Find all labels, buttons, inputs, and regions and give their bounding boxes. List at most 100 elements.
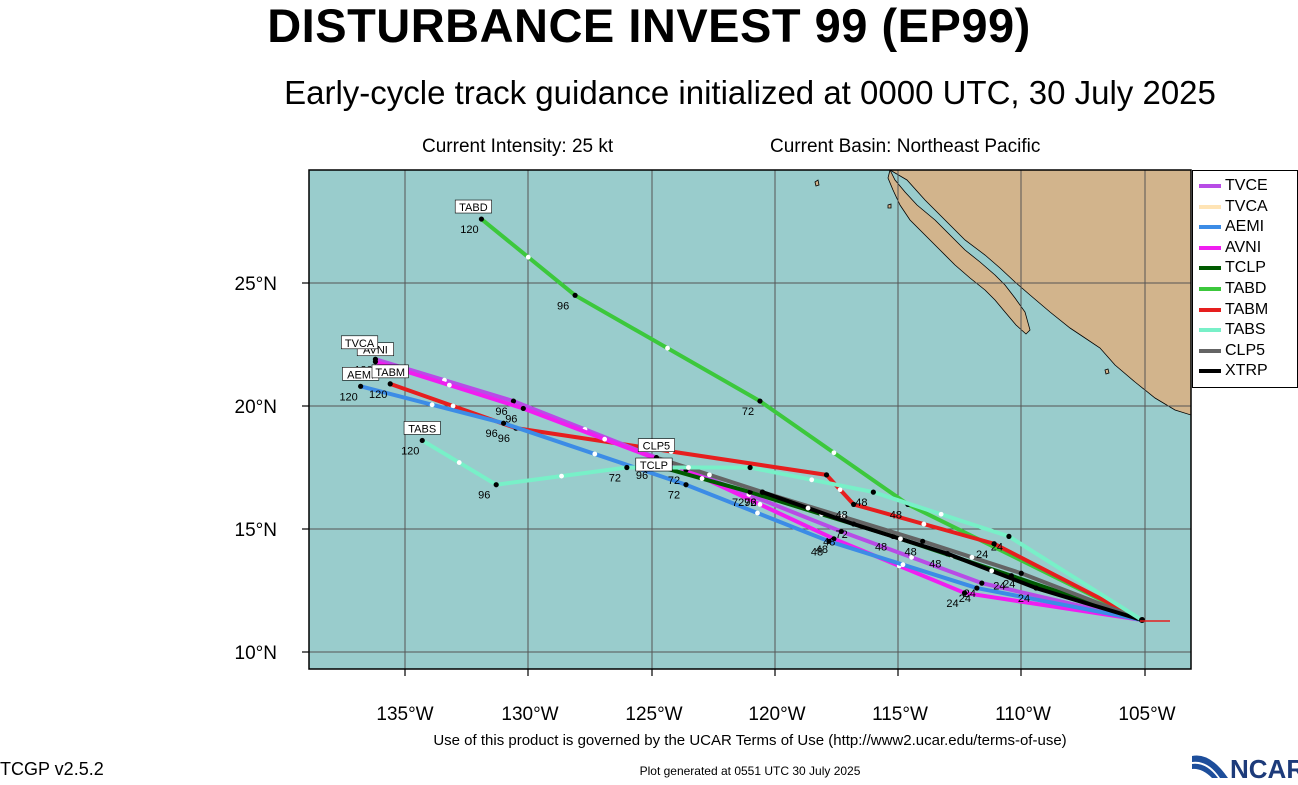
land-mainland [889,170,1191,416]
intermediate-point [909,554,914,560]
forecast-point [961,590,968,596]
forecast-point [944,551,950,557]
forecast-point [501,420,507,426]
forecast-hour-label: 24 [993,581,1005,593]
intermediate-point [525,254,531,260]
page-subtitle: Early-cycle track guidance initialized a… [284,74,1216,111]
legend-item-xtrp: XTRP [1199,361,1268,381]
land-baja-california [887,170,1031,335]
model-name-label: TABS [408,423,436,435]
model-name-label: TABD [459,202,488,214]
forecast-point [493,482,499,488]
grid [309,170,1191,669]
intermediate-point [699,476,705,481]
forecast-hour-label: 48 [905,546,917,558]
legend-swatch [1199,225,1221,230]
forecast-hour-label: 72 [668,475,680,487]
forecast-point [478,216,485,222]
forecast-hour-label: 72 [836,529,848,541]
tick-marks [302,282,1146,676]
lat-axis: 25°N 20°N 15°N 10°N [235,274,277,664]
intermediate-point [938,511,944,517]
legend-item-clp5: CLP5 [1199,341,1265,361]
lon-tick-label: 135°W [376,704,433,725]
forecast-hour-label: 120 [369,389,387,401]
legend-item-aemi: AEMI [1199,217,1264,237]
forecast-point [991,541,997,547]
forecast-hour-label: 48 [875,541,887,553]
intermediate-point [559,473,564,479]
forecast-hour-label: 120 [460,224,478,236]
legend-label: TVCE [1225,177,1268,194]
forecast-hour-label: 48 [816,544,828,556]
forecast-point [358,383,364,389]
legend-swatch [1199,307,1221,312]
forecast-hour-label: 24 [1003,578,1015,590]
legend-swatch [1199,287,1221,291]
legend-label: AEMI [1225,218,1265,236]
legend-swatch [1199,245,1221,250]
forecast-point [826,538,832,544]
intermediate-point [898,536,903,542]
lon-tick-label: 120°W [748,704,805,725]
intermediate-point [989,568,995,574]
legend-label: TCLP [1225,259,1266,277]
legend-item-tabm: TABM [1199,300,1268,320]
forecast-point [870,489,876,495]
model-name-label: AEMI [347,369,374,381]
legend-label: XTRP [1225,362,1268,380]
forecast-hour-label: 48 [823,536,835,548]
lat-tick-label: 20°N [235,397,277,418]
forecast-point [979,580,985,586]
model-name-label: TABM [375,367,405,379]
terms-of-use: Use of this product is governed by the U… [433,732,1067,749]
legend-label: AVNI [1225,238,1262,256]
track-labels: 4872961202448961202448729612024487296120… [339,199,1030,610]
forecast-point [510,398,517,404]
forecast-point [759,489,766,495]
intermediate-point [900,562,906,568]
forecast-hour-label: 96 [557,300,569,312]
map-frame [308,169,1192,670]
legend-item-tclp: TCLP [1199,258,1266,278]
page-title: DISTURBANCE INVEST 99 (EP99) [267,0,1031,52]
forecast-hour-label: 48 [811,546,823,558]
model-name-box [637,438,675,452]
legend-item-tabd: TABD [1199,279,1266,299]
ncar-logo: NCAR [1190,748,1298,784]
lat-tick-label: 25°N [235,274,277,295]
intermediate-point [707,472,712,478]
current-intensity: Current Intensity: 25 kt [422,136,614,157]
lat-tick-label: 15°N [235,520,277,541]
intermediate-point [665,345,670,351]
intermediate-point [837,487,843,493]
forecast-hour-label: 48 [929,559,941,571]
legend-label: TABD [1225,280,1267,297]
model-name-box [341,335,379,350]
forecast-hour-label: 72 [668,490,680,502]
lon-tick-label: 105°W [1118,704,1175,725]
current-basin: Current Basin: Northeast Pacific [770,136,1041,157]
initial-position [1139,617,1146,624]
legend-item-tabs: TABS [1199,320,1266,340]
intermediate-point [592,451,598,457]
legend-item-tvca: TVCA [1199,197,1268,217]
legend-item-tvce: TVCE [1199,176,1268,196]
legend-swatch [1199,328,1221,333]
legend-label: CLP5 [1225,341,1266,359]
intermediate-point [429,402,435,408]
legend-item-avni: AVNI [1199,238,1261,258]
model-name-box [635,457,673,472]
legend-swatch [1199,369,1221,374]
forecast-point [747,489,753,495]
plot-generated: Plot generated at 0551 UTC 30 July 2025 [639,764,861,778]
lon-axis: 135°W 130°W 125°W 120°W 115°W 110°W 105°… [376,704,1175,725]
forecast-hour-label: 24 [1018,593,1030,605]
forecast-hour-label: 96 [478,490,490,502]
forecast-hour-label: 120 [401,445,419,457]
forecast-hour-label: 120 [339,391,357,403]
forecast-point [624,464,630,471]
legend-swatch [1199,184,1221,188]
forecast-point [823,472,830,478]
